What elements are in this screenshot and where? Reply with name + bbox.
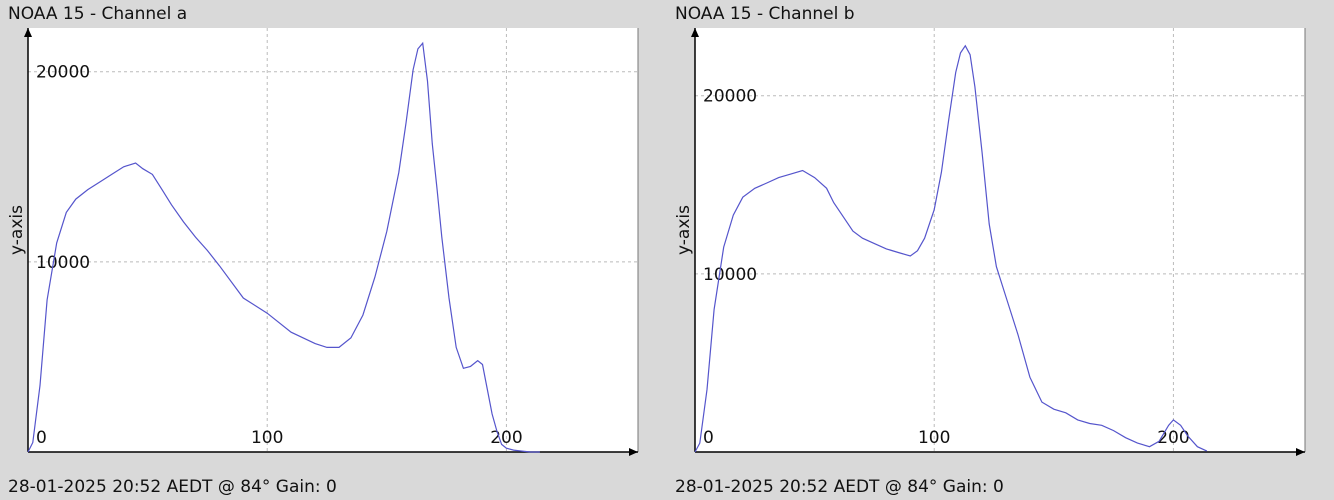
plot-area [28,28,638,452]
x-tick-label: 100 [251,428,283,448]
x-axis-arrow [1296,448,1305,456]
x-axis-arrow [629,448,638,456]
y-tick-label: 20000 [703,87,757,107]
x-tick-label: 0 [36,428,47,448]
chart-title: NOAA 15 - Channel a [8,4,188,24]
chart-panel-channel-b: NOAA 15 - Channel b 0 100 200 10000 20000 y-a… [667,0,1334,500]
chart-title: NOAA 15 - Channel b [675,4,855,24]
histogram-series-line [27,41,540,453]
y-tick-label: 10000 [703,265,757,285]
chart-footer-status: 28-01-2025 20:52 AEDT @ 84° Gain: 0 [8,477,337,497]
x-tick-label: 0 [703,428,714,448]
chart-footer-status: 28-01-2025 20:52 AEDT @ 84° Gain: 0 [675,477,1004,497]
histogram-plot-channel-b: 0 100 200 10000 20000 y-axis [674,28,1306,456]
chart-panel-channel-a: NOAA 15 - Channel a 0 100 200 10000 20000 y-a… [7,4,639,497]
y-tick-label: 10000 [36,253,90,273]
y-axis-label: y-axis [7,205,27,255]
histogram-plot-channel-a: 0 100 200 10000 20000 y-axis [7,28,639,456]
plot-area [695,28,1305,452]
histogram-series-line [694,44,1208,453]
x-tick-label: 100 [918,428,950,448]
y-axis-arrow [24,28,32,37]
y-axis-arrow [691,28,699,37]
x-tick-label: 200 [490,428,522,448]
x-tick-label: 200 [1157,428,1189,448]
y-axis-label: y-axis [674,205,694,255]
y-tick-label: 20000 [36,63,90,83]
